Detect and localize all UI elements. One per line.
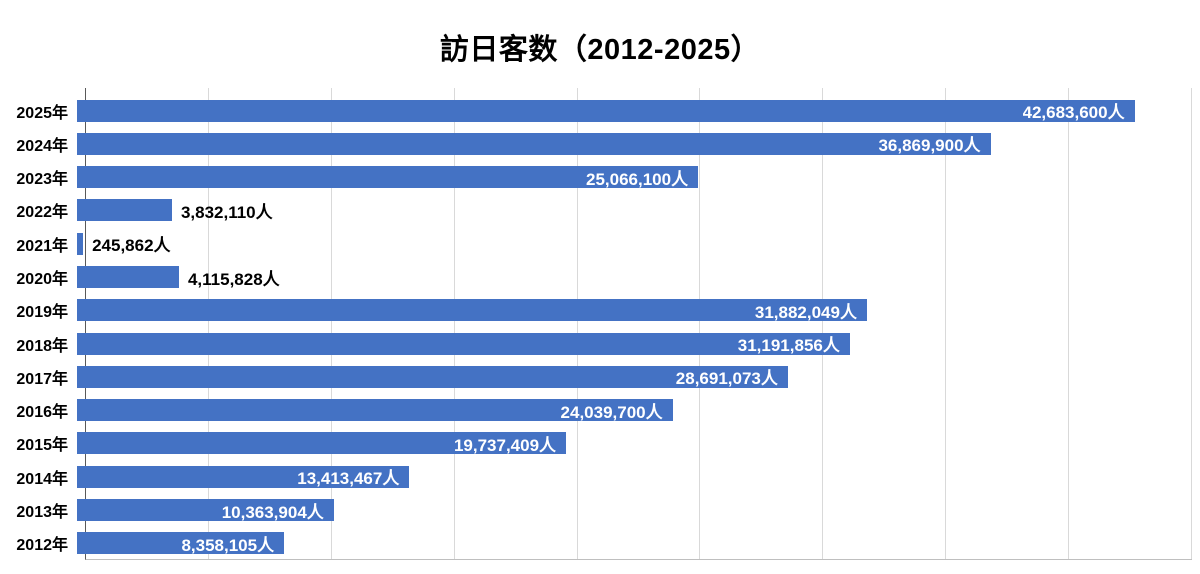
bar: 25,066,100人 (77, 166, 699, 189)
bar-row: 2018年 31,191,856人 (0, 327, 1192, 360)
bar-track: 245,862人 (77, 227, 1192, 260)
value-label: 4,115,828人 (187, 269, 280, 289)
year-axis-label: 2016年 (16, 404, 68, 422)
gridline (207, 88, 209, 559)
gridline (822, 88, 824, 559)
value-label: 245,862人 (92, 236, 171, 256)
value-label: 13,413,467人 (297, 469, 400, 489)
bar (77, 266, 179, 289)
value-label: 31,191,856人 (737, 336, 840, 356)
bar-track: 3,832,110人 (77, 194, 1192, 227)
bar-row: 2017年 28,691,073人 (0, 360, 1192, 393)
bar-row: 2025年 42,683,600人 (0, 94, 1192, 127)
bar-row: 2021年 245,862人 (0, 227, 1192, 260)
value-label: 28,691,073人 (675, 369, 778, 389)
chart-title: 訪日客数（2012-2025） (439, 34, 761, 66)
value-label: 24,039,700人 (560, 402, 663, 422)
bar: 42,683,600人 (77, 99, 1135, 123)
year-axis-label: 2020年 (16, 271, 68, 289)
bar-row: 2023年 25,066,100人 (0, 161, 1192, 194)
gridline (945, 88, 947, 559)
bar-row: 2019年 31,882,049人 (0, 294, 1192, 327)
bar-track: 31,191,856人 (77, 327, 1192, 360)
year-axis-label: 2021年 (16, 237, 68, 255)
bar-track: 28,691,073人 (77, 360, 1192, 393)
value-label: 36,869,900人 (878, 136, 981, 156)
bar (77, 199, 172, 222)
bar: 8,358,105人 (77, 532, 285, 555)
value-label: 8,358,105人 (181, 535, 275, 555)
bar-track: 8,358,105人 (77, 527, 1192, 560)
year-axis-label: 2018年 (16, 337, 68, 355)
bar-track: 24,039,700人 (77, 394, 1192, 427)
bar: 36,869,900人 (77, 132, 991, 156)
value-label: 25,066,100人 (585, 169, 689, 189)
bar: 31,191,856人 (77, 332, 850, 356)
bar: 13,413,467人 (77, 465, 410, 489)
bar-track: 19,737,409人 (77, 427, 1192, 460)
bar-row: 2015年 19,737,409人 (0, 427, 1192, 460)
year-axis-label: 2012年 (16, 537, 68, 555)
value-label: 3,832,110人 (180, 202, 273, 222)
value-label: 42,683,600人 (1022, 103, 1125, 123)
bar-track: 13,413,467人 (77, 460, 1192, 493)
bar-track: 10,363,904人 (77, 493, 1192, 526)
bar: 31,882,049人 (77, 299, 867, 322)
value-label: 10,363,904人 (221, 502, 324, 522)
bar: 10,363,904人 (77, 499, 334, 522)
gridline (1191, 88, 1192, 559)
year-axis-label: 2024年 (16, 137, 68, 155)
bar-row: 2020年 4,115,828人 (0, 260, 1192, 293)
plot-area: 2025年 42,683,600人 2024年 36,869,900人 2023年 25,… (0, 88, 1192, 560)
bar-row: 2012年 8,358,105人 (0, 527, 1192, 560)
bar-track: 31,882,049人 (77, 294, 1192, 327)
bar-row: 2022年 3,832,110人 (0, 194, 1192, 227)
gridline (576, 88, 578, 559)
year-axis-label: 2013年 (16, 504, 68, 522)
value-label: 31,882,049人 (754, 302, 857, 322)
bar-row: 2016年 24,039,700人 (0, 394, 1192, 427)
bar-row: 2013年 10,363,904人 (0, 493, 1192, 526)
gridline (330, 88, 332, 559)
year-axis-label: 2022年 (16, 204, 68, 222)
year-axis-label: 2025年 (16, 104, 68, 122)
year-axis-label: 2017年 (16, 370, 68, 388)
value-label: 19,737,409人 (453, 435, 557, 455)
bar: 28,691,073人 (77, 365, 788, 389)
year-axis-label: 2019年 (16, 304, 68, 322)
plot-gridlines (85, 88, 1192, 560)
bar-row: 2024年 36,869,900人 (0, 127, 1192, 160)
bar-row: 2014年 13,413,467人 (0, 460, 1192, 493)
bar (77, 232, 84, 255)
gridline (1068, 88, 1070, 559)
bar-track: 4,115,828人 (77, 260, 1192, 293)
year-axis-label: 2015年 (16, 437, 68, 455)
bar: 19,737,409人 (77, 432, 567, 455)
bar: 24,039,700人 (77, 399, 673, 422)
year-axis-label: 2023年 (16, 171, 68, 189)
year-axis-label: 2014年 (16, 470, 68, 488)
bar-track: 36,869,900人 (77, 127, 1192, 160)
gridline (699, 88, 701, 559)
bar-track: 42,683,600人 (77, 94, 1192, 127)
gridline (453, 88, 455, 559)
bar-track: 25,066,100人 (77, 161, 1192, 194)
